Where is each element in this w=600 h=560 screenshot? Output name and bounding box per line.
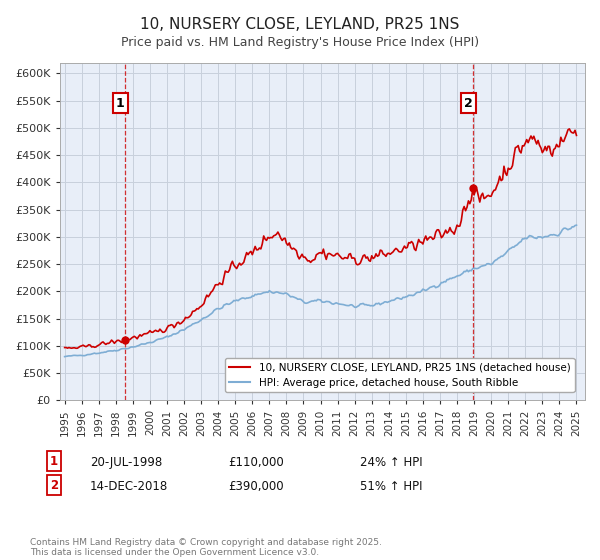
Text: 24% ↑ HPI: 24% ↑ HPI	[360, 456, 422, 469]
Text: £390,000: £390,000	[228, 480, 284, 493]
Text: 10, NURSERY CLOSE, LEYLAND, PR25 1NS: 10, NURSERY CLOSE, LEYLAND, PR25 1NS	[140, 17, 460, 32]
Text: Price paid vs. HM Land Registry's House Price Index (HPI): Price paid vs. HM Land Registry's House …	[121, 36, 479, 49]
Legend: 10, NURSERY CLOSE, LEYLAND, PR25 1NS (detached house), HPI: Average price, detac: 10, NURSERY CLOSE, LEYLAND, PR25 1NS (de…	[225, 358, 575, 391]
Text: 1: 1	[50, 455, 58, 468]
Text: 2: 2	[464, 97, 473, 110]
Text: 1: 1	[116, 97, 124, 110]
Text: 51% ↑ HPI: 51% ↑ HPI	[360, 480, 422, 493]
Text: 20-JUL-1998: 20-JUL-1998	[90, 456, 162, 469]
Text: 14-DEC-2018: 14-DEC-2018	[90, 480, 168, 493]
Text: £110,000: £110,000	[228, 456, 284, 469]
Text: 2: 2	[50, 479, 58, 492]
Text: Contains HM Land Registry data © Crown copyright and database right 2025.
This d: Contains HM Land Registry data © Crown c…	[30, 538, 382, 557]
